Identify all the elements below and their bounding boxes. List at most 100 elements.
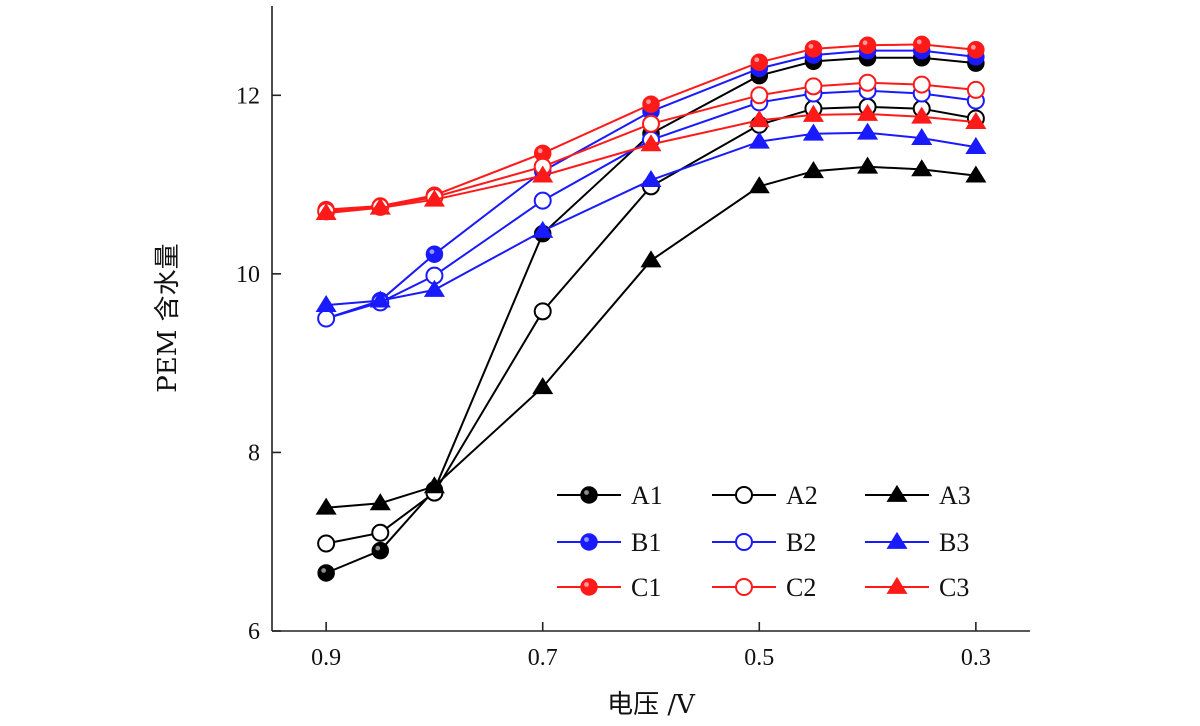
series-line-B2	[325, 89, 977, 320]
x-tick-label: 0.7	[528, 645, 558, 671]
legend-item-B2: B2	[712, 528, 816, 557]
data-point-C3	[640, 134, 662, 152]
data-point-B3	[315, 294, 337, 313]
legend-label: B3	[939, 528, 969, 557]
legend-marker	[886, 484, 908, 502]
data-point-A1	[317, 564, 335, 582]
data-point-C2	[804, 77, 823, 96]
data-point-C1	[912, 35, 931, 54]
series-layer	[315, 35, 987, 582]
series-line-C2	[326, 81, 976, 213]
legend-label: B2	[786, 528, 816, 557]
legend-marker	[735, 486, 753, 504]
data-point-A3	[748, 176, 770, 194]
legend-marker	[580, 486, 598, 504]
data-point-A3	[857, 156, 879, 174]
x-tick-label: 0.5	[744, 645, 774, 671]
series-line-B1	[325, 49, 977, 320]
marker-highlight	[375, 545, 381, 551]
data-point-C1	[804, 40, 823, 58]
data-point-B2	[533, 191, 552, 210]
data-point-A1	[371, 541, 390, 560]
data-point-C2	[750, 86, 769, 105]
series-C2	[317, 73, 985, 221]
marker-fill	[580, 533, 598, 551]
marker-highlight	[646, 99, 651, 105]
y-tick-label: 12	[236, 83, 260, 109]
marker-highlight	[970, 44, 976, 50]
data-point-B1	[425, 245, 444, 263]
marker-fill	[804, 40, 823, 58]
data-point-A3	[315, 497, 337, 515]
legend-item-B3: B3	[865, 528, 969, 557]
data-point-A3	[640, 250, 662, 268]
marker-highlight	[584, 490, 589, 495]
data-point-B3	[640, 169, 662, 188]
data-point-A3	[423, 476, 445, 494]
series-line-A3	[326, 165, 977, 509]
axes: 6 8 10 12 0.9 0.7 0.5 0.3	[236, 83, 991, 671]
marker-highlight	[429, 249, 435, 255]
data-point-C3	[802, 104, 824, 122]
marker-highlight	[584, 582, 589, 587]
series-line-C3	[326, 112, 976, 215]
legend-label: A2	[786, 481, 818, 510]
legend-label: C2	[786, 573, 816, 602]
legend-item-A2: A2	[712, 481, 818, 510]
data-point-C3	[369, 197, 391, 215]
series-B3	[315, 122, 987, 313]
marker-fill	[371, 541, 390, 560]
legend-marker	[580, 578, 598, 596]
data-point-B3	[911, 128, 933, 146]
marker-fill	[425, 245, 444, 263]
data-point-B3	[802, 123, 824, 141]
data-point-C3	[857, 103, 879, 121]
data-point-B3	[369, 290, 391, 308]
data-point-A3	[911, 159, 933, 177]
legend-marker	[886, 531, 908, 549]
marker-fill	[580, 578, 598, 596]
series-A3	[315, 156, 987, 515]
series-line-C1	[326, 43, 976, 211]
plot-frame	[271, 6, 1030, 632]
legend-item-A1: A1	[557, 481, 663, 510]
data-point-A2	[533, 302, 552, 321]
data-point-C1	[967, 41, 985, 59]
y-tick-label: 10	[236, 262, 260, 288]
marker-fill	[858, 36, 877, 55]
x-tick-label: 0.9	[311, 645, 341, 671]
data-point-C2	[912, 75, 931, 94]
marker-highlight	[537, 148, 543, 154]
legend-item-C1: C1	[557, 573, 661, 602]
data-point-B3	[532, 220, 554, 238]
data-point-A3	[965, 165, 987, 183]
data-point-B3	[965, 136, 987, 154]
data-point-A3	[369, 493, 391, 511]
marker-fill	[642, 95, 660, 113]
marker-highlight	[808, 43, 814, 49]
data-point-C2	[966, 80, 985, 99]
marker-fill	[967, 41, 985, 59]
data-point-B2	[317, 309, 336, 328]
x-axis-title: 电压 /V	[607, 690, 696, 720]
data-point-C1	[750, 53, 769, 71]
marker-highlight	[916, 39, 922, 45]
data-point-C3	[748, 110, 770, 128]
y-tick-label: 8	[248, 440, 260, 466]
legend-item-B1: B1	[557, 528, 661, 557]
marker-highlight	[862, 40, 868, 46]
legend-item-C2: C2	[712, 573, 816, 602]
marker-fill	[912, 35, 931, 54]
legend-item-C3: C3	[865, 573, 969, 602]
data-point-C3	[911, 106, 933, 124]
marker-highlight	[584, 537, 589, 542]
legend-label: A3	[939, 481, 971, 510]
legend-marker	[886, 576, 908, 594]
legend: A1 A2 A3 B1 B2 B3 C1 C2 C3	[557, 481, 971, 602]
series-line-B3	[326, 131, 977, 307]
series-line-A1	[325, 56, 976, 574]
marker-highlight	[754, 57, 760, 63]
data-point-C1	[642, 95, 660, 113]
series-line-A2	[325, 105, 977, 545]
